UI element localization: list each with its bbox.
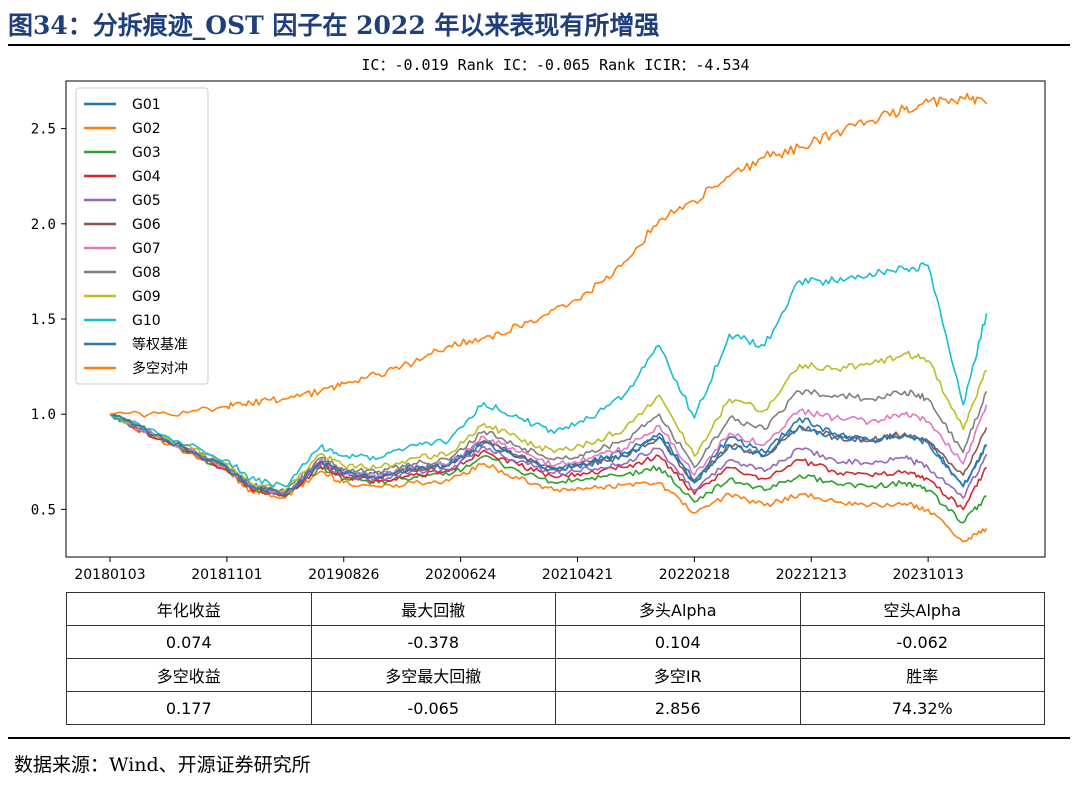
table-cell: 2.856: [555, 691, 801, 725]
legend-entry: 多空对冲: [132, 360, 188, 377]
series-line: [109, 92, 988, 418]
x-tick-label: 20181101: [191, 567, 262, 583]
series-line: [109, 262, 988, 488]
metrics-table: 年化收益 最大回撤 多头Alpha 空头Alpha 0.074 -0.378 0…: [66, 592, 1045, 725]
table-cell: 74.32%: [799, 691, 1045, 725]
x-tick-label: 20200624: [425, 567, 496, 583]
legend-entry: G06: [132, 217, 161, 233]
x-tick-label: 20210421: [542, 567, 613, 583]
y-tick-label: 0.5: [31, 502, 56, 518]
title-rule: [8, 44, 1070, 46]
table-cell: 0.104: [555, 625, 801, 659]
table-cell: 年化收益: [66, 592, 312, 626]
legend-entry: G05: [132, 193, 161, 209]
legend-box: [75, 87, 209, 385]
series-line: [109, 413, 988, 543]
table-cell: 最大回撤: [310, 592, 556, 626]
table-row: 年化收益 最大回撤 多头Alpha 空头Alpha: [66, 592, 1045, 626]
legend-entry: G10: [132, 313, 161, 329]
table-row: 0.177 -0.065 2.856 74.32%: [66, 691, 1045, 725]
plot-frame: [65, 80, 1046, 558]
y-tick-label: 2.5: [31, 122, 56, 138]
legend-entry: G03: [132, 145, 161, 161]
legend-entry: 等权基准: [132, 336, 188, 353]
x-tick-label: 20180103: [74, 567, 145, 583]
legend-entry: G08: [132, 265, 161, 281]
y-tick-label: 2.0: [31, 217, 56, 233]
legend-entry: G04: [132, 169, 161, 185]
legend-entry: G02: [132, 121, 161, 137]
chart: IC：-0.019 Rank IC：-0.065 Rank ICIR：-4.53…: [31, 56, 1046, 583]
table-cell: 0.177: [66, 691, 312, 725]
series-line: [109, 350, 988, 493]
table-row: 多空收益 多空最大回撤 多空IR 胜率: [66, 658, 1045, 692]
x-tick-label: 20231013: [892, 567, 963, 583]
table-row: 0.074 -0.378 0.104 -0.062: [66, 625, 1045, 659]
series-line: [109, 404, 988, 496]
table-cell: 多空IR: [555, 658, 801, 692]
table-cell: 0.074: [66, 625, 312, 659]
y-tick-label: 1.5: [31, 312, 56, 328]
figure-title: 图34：分拆痕迹_OST 因子在 2022 年以来表现有所增强: [8, 11, 660, 40]
legend-entry: G09: [132, 289, 161, 305]
series-line: [109, 389, 988, 494]
legend-entry: G07: [132, 241, 161, 257]
table-cell: 多空最大回撤: [310, 658, 556, 692]
source-note: 数据来源：Wind、开源证券研究所: [14, 754, 311, 776]
footer-rule: [8, 737, 1070, 739]
series-line: [109, 413, 987, 524]
series-line: [109, 413, 988, 499]
table-cell: 胜率: [799, 658, 1045, 692]
x-tick-label: 20221213: [776, 567, 847, 583]
table-cell: -0.065: [310, 691, 556, 725]
series-line: [109, 413, 987, 497]
table-cell: -0.378: [310, 625, 556, 659]
table-cell: -0.062: [799, 625, 1045, 659]
y-tick-label: 1.0: [31, 407, 56, 423]
table-cell: 多空收益: [66, 658, 312, 692]
table-cell: 空头Alpha: [799, 592, 1045, 626]
table-cell: 多头Alpha: [555, 592, 801, 626]
x-tick-label: 20190826: [308, 567, 379, 583]
x-tick-label: 20220218: [659, 567, 730, 583]
legend-entry: G01: [132, 97, 161, 113]
chart-title: IC：-0.019 Rank IC：-0.065 Rank ICIR：-4.53…: [361, 56, 749, 74]
